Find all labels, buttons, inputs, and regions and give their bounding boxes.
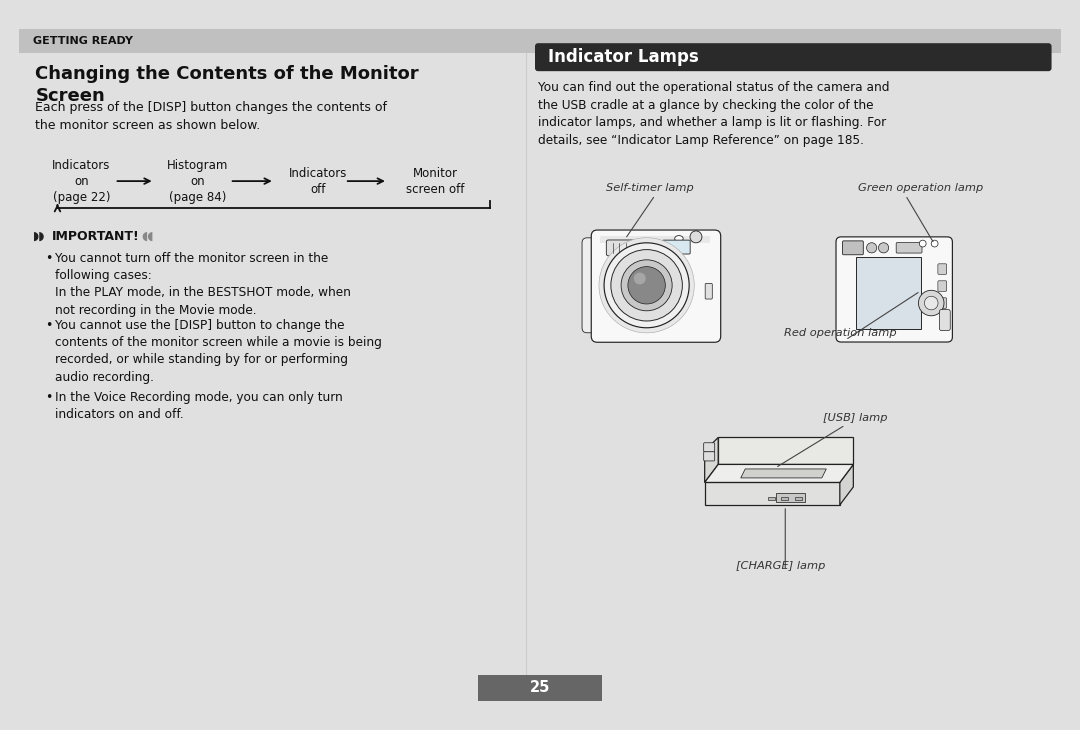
- Text: Changing the Contents of the Monitor: Changing the Contents of the Monitor: [36, 65, 419, 83]
- FancyBboxPatch shape: [768, 497, 775, 501]
- FancyBboxPatch shape: [606, 240, 634, 256]
- Circle shape: [878, 242, 889, 253]
- Circle shape: [604, 243, 689, 328]
- Bar: [478, 675, 602, 701]
- Text: In the Voice Recording mode, you can only turn
indicators on and off.: In the Voice Recording mode, you can onl…: [55, 391, 343, 421]
- Polygon shape: [704, 437, 718, 483]
- Text: You cannot turn off the monitor screen in the
following cases:
In the PLAY mode,: You cannot turn off the monitor screen i…: [55, 252, 351, 317]
- FancyBboxPatch shape: [836, 237, 953, 342]
- Text: Indicators
off: Indicators off: [288, 166, 347, 196]
- Text: •: •: [45, 391, 53, 404]
- Circle shape: [627, 266, 665, 304]
- Text: •: •: [45, 252, 53, 265]
- FancyBboxPatch shape: [896, 242, 922, 253]
- FancyBboxPatch shape: [704, 452, 715, 461]
- Text: IMPORTANT!: IMPORTANT!: [52, 229, 139, 242]
- FancyBboxPatch shape: [599, 236, 711, 243]
- Circle shape: [866, 242, 877, 253]
- Circle shape: [634, 272, 646, 285]
- Circle shape: [621, 260, 672, 311]
- FancyBboxPatch shape: [781, 497, 788, 501]
- FancyBboxPatch shape: [705, 283, 713, 299]
- FancyBboxPatch shape: [582, 238, 607, 333]
- Text: [USB] lamp: [USB] lamp: [823, 413, 888, 423]
- Text: 25: 25: [530, 680, 550, 695]
- Text: Screen: Screen: [36, 87, 105, 105]
- Text: Monitor
screen off: Monitor screen off: [406, 166, 464, 196]
- Circle shape: [918, 291, 944, 316]
- Ellipse shape: [675, 236, 684, 242]
- FancyBboxPatch shape: [775, 493, 805, 502]
- Text: ◗◗: ◗◗: [33, 229, 46, 242]
- FancyBboxPatch shape: [940, 310, 950, 331]
- Circle shape: [611, 250, 683, 321]
- FancyBboxPatch shape: [535, 43, 1052, 71]
- Text: [CHARGE] lamp: [CHARGE] lamp: [735, 561, 825, 571]
- FancyBboxPatch shape: [937, 281, 947, 291]
- Polygon shape: [718, 437, 853, 464]
- FancyBboxPatch shape: [937, 264, 947, 274]
- FancyBboxPatch shape: [795, 497, 802, 501]
- Text: Histogram
on
(page 84): Histogram on (page 84): [167, 158, 228, 204]
- FancyBboxPatch shape: [842, 241, 863, 255]
- Text: Green operation lamp: Green operation lamp: [858, 183, 983, 193]
- Text: GETTING READY: GETTING READY: [33, 36, 134, 46]
- Text: ◖◖: ◖◖: [141, 229, 154, 242]
- Text: Indicators
on
(page 22): Indicators on (page 22): [52, 158, 110, 204]
- FancyBboxPatch shape: [704, 443, 715, 452]
- Text: •: •: [45, 319, 53, 332]
- Circle shape: [931, 240, 939, 247]
- Polygon shape: [704, 483, 840, 505]
- FancyBboxPatch shape: [856, 257, 921, 328]
- Text: You cannot use the [DISP] button to change the
contents of the monitor screen wh: You cannot use the [DISP] button to chan…: [55, 319, 382, 384]
- FancyBboxPatch shape: [663, 240, 690, 254]
- Polygon shape: [704, 464, 853, 483]
- Polygon shape: [741, 469, 826, 478]
- Polygon shape: [840, 464, 853, 505]
- Text: You can find out the operational status of the camera and
the USB cradle at a gl: You can find out the operational status …: [538, 81, 890, 147]
- Circle shape: [924, 296, 939, 310]
- FancyBboxPatch shape: [591, 230, 720, 342]
- Text: Red operation lamp: Red operation lamp: [784, 328, 896, 338]
- Bar: [19, 29, 1061, 53]
- Text: Indicator Lamps: Indicator Lamps: [548, 48, 699, 66]
- Text: Self-timer lamp: Self-timer lamp: [606, 183, 694, 193]
- Circle shape: [919, 240, 927, 247]
- Text: Each press of the [DISP] button changes the contents of
the monitor screen as sh: Each press of the [DISP] button changes …: [36, 101, 388, 132]
- Circle shape: [690, 231, 702, 243]
- Circle shape: [599, 238, 694, 333]
- FancyBboxPatch shape: [937, 298, 947, 308]
